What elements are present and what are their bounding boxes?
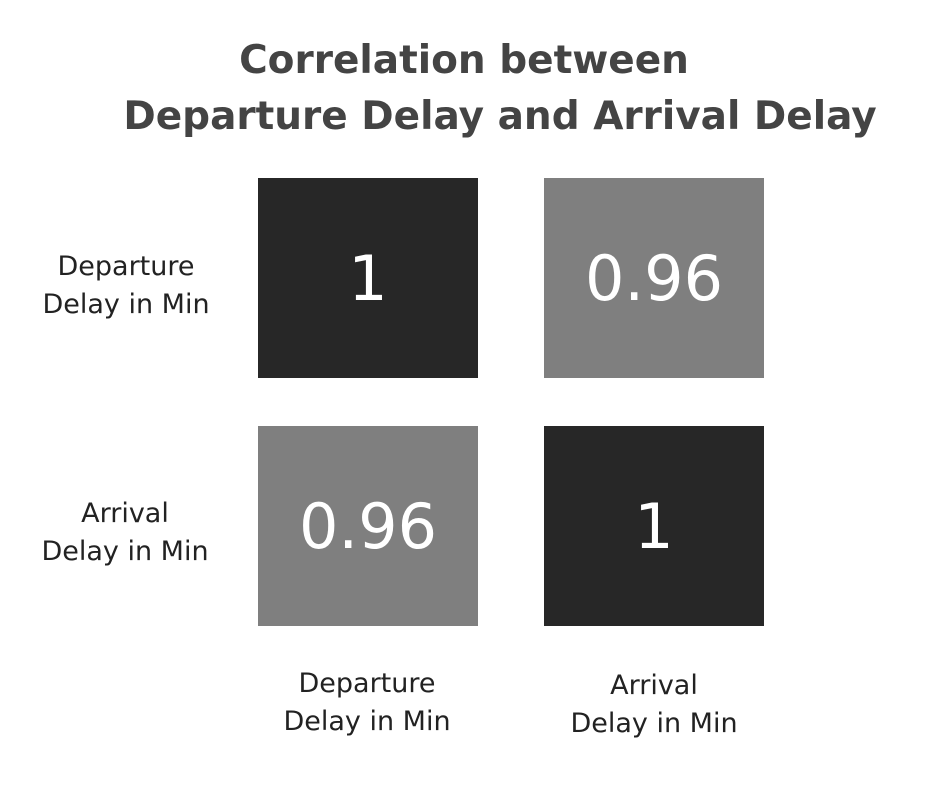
column-label-line: Delay in Min [570, 708, 738, 739]
column-label-line: Departure [298, 668, 436, 699]
heatmap-cell-value: 1 [634, 489, 674, 563]
heatmap-cell-value: 0.96 [298, 489, 438, 563]
chart-title-line-2: Departure Delay and Arrival Delay [123, 94, 877, 139]
row-label-line: Arrival [81, 498, 169, 529]
column-label-arrival-delay: Arrival Delay in Min [529, 667, 779, 743]
row-label-line: Delay in Min [42, 289, 210, 320]
row-label-departure-delay: Departure Delay in Min [21, 248, 231, 324]
column-label-line: Arrival [610, 670, 698, 701]
row-label-line: Delay in Min [41, 536, 209, 567]
column-label-line: Delay in Min [283, 706, 451, 737]
row-label-line: Departure [57, 251, 195, 282]
heatmap-cell-value: 1 [348, 241, 388, 315]
chart-title-line-1: Correlation between [239, 38, 689, 83]
heatmap-cell: 0.96 [544, 178, 764, 378]
heatmap-cell: 1 [544, 426, 764, 626]
row-label-arrival-delay: Arrival Delay in Min [20, 495, 230, 571]
heatmap-cell: 0.96 [258, 426, 478, 626]
heatmap-cell: 1 [258, 178, 478, 378]
column-label-departure-delay: Departure Delay in Min [242, 665, 492, 741]
heatmap-cell-value: 0.96 [584, 241, 724, 315]
